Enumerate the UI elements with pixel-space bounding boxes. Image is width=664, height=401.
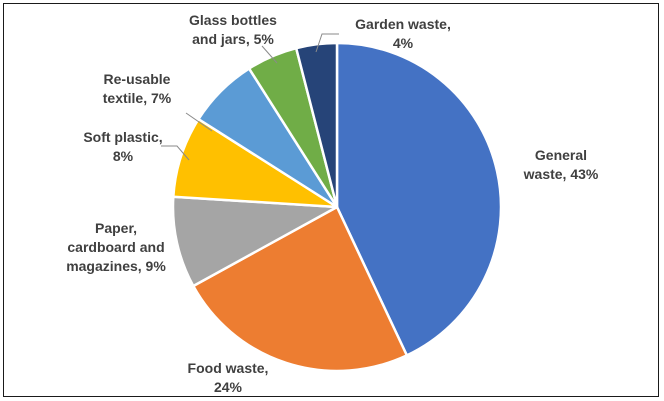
label-garden-waste: Garden waste, 4% [355, 16, 451, 51]
label-re-usable-textile: Re-usable textile, 7% [103, 71, 172, 106]
label-line: and jars, 5% [192, 31, 274, 47]
label-line: 24% [214, 379, 243, 395]
pie-slices [171, 41, 503, 373]
label-line: General [535, 147, 587, 163]
label-line: Glass bottles [189, 12, 277, 28]
slice-general-waste [335, 41, 503, 357]
leader-glass-bottles-and-jars [261, 45, 278, 64]
slice-garden-waste [294, 41, 339, 209]
slice-food-waste [192, 205, 409, 373]
label-glass-bottles-and-jars: Glass bottles and jars, 5% [189, 12, 277, 47]
label-line: 8% [113, 148, 134, 164]
leader-soft-plastic [161, 145, 190, 161]
label-line: Soft plastic, [83, 129, 162, 145]
label-general-waste: General waste, 43% [523, 147, 599, 182]
label-line: Garden waste, [355, 16, 451, 32]
label-line: Paper, [95, 220, 137, 236]
label-line: 4% [393, 35, 414, 51]
label-food-waste: Food waste, 24% [188, 360, 269, 395]
label-soft-plastic: Soft plastic, 8% [83, 129, 162, 164]
label-paper-cardboard-and-magazines: Paper, cardboard and magazines, 9% [66, 220, 166, 274]
slice-paper-cardboard-and-magazines [171, 195, 339, 288]
leader-garden-waste [315, 33, 339, 53]
label-line: waste, 43% [523, 166, 599, 182]
leader-lines [161, 33, 339, 161]
slice-labels: General waste, 43% Food waste, 24% Paper, car… [66, 12, 599, 395]
label-line: Food waste, [188, 360, 269, 376]
label-line: Re-usable [104, 71, 171, 87]
label-line: cardboard and [67, 239, 164, 255]
leader-re-usable-textile [185, 112, 213, 132]
label-line: textile, 7% [103, 90, 172, 106]
label-line: magazines, 9% [66, 258, 166, 274]
